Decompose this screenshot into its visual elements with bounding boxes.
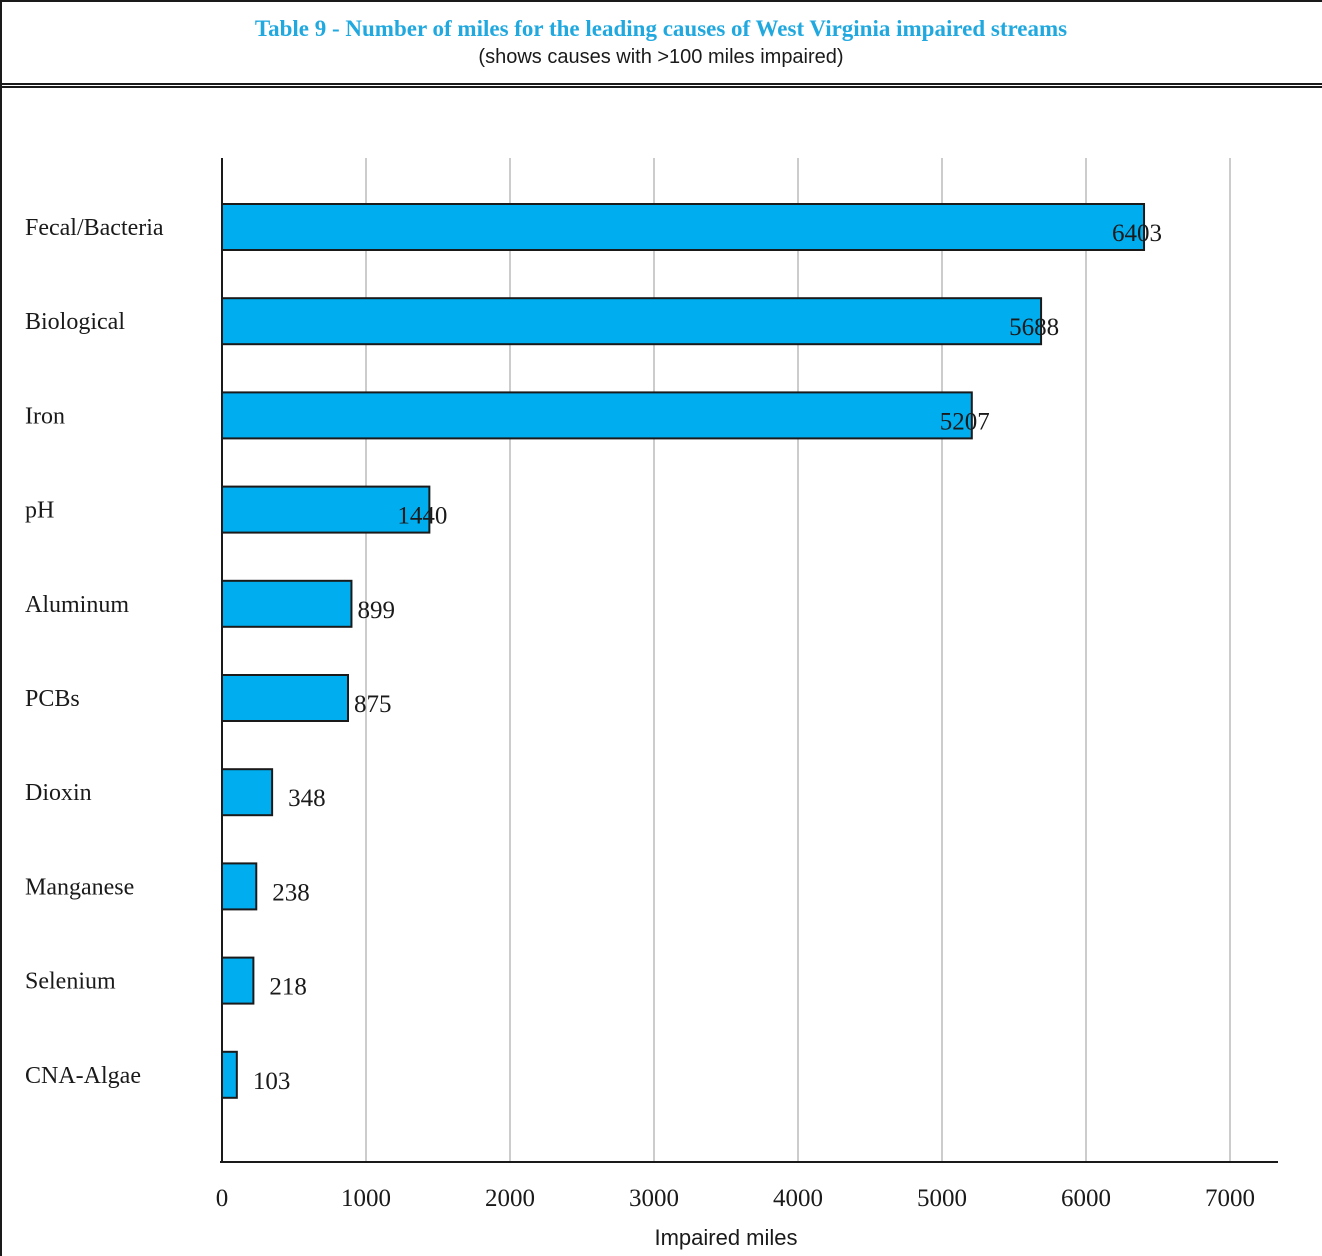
chart-header: Table 9 - Number of miles for the leadin… — [0, 0, 1322, 88]
category-label: Aluminum — [25, 592, 129, 618]
x-tick-label: 5000 — [917, 1185, 967, 1212]
x-tick-label: 3000 — [629, 1185, 679, 1212]
bar-dioxin — [221, 768, 274, 817]
chart-title: Table 9 - Number of miles for the leadin… — [254, 16, 1068, 41]
category-label: pH — [25, 498, 54, 524]
value-label: 348 — [288, 785, 326, 812]
value-label: 218 — [269, 974, 307, 1001]
bar-pcbs — [221, 674, 349, 722]
x-tick-labels: 0 1000 2000 3000 4000 5000 6000 7000 — [216, 1185, 1255, 1212]
chart-subtitle: (shows causes with >100 miles impaired) — [478, 46, 844, 68]
category-label: Fecal/Bacteria — [25, 215, 164, 241]
category-label: Iron — [25, 403, 65, 429]
x-tick-label: 6000 — [1061, 1185, 1111, 1212]
bar-iron — [221, 391, 973, 440]
value-label: 238 — [272, 879, 310, 906]
bar-aluminum — [221, 579, 353, 628]
bar-ph — [221, 485, 431, 534]
bar-cna-algae — [221, 1050, 238, 1099]
category-label: Biological — [25, 309, 125, 335]
x-tick-label: 4000 — [773, 1185, 823, 1212]
bar-selenium — [221, 956, 255, 1005]
value-label: 1440 — [397, 503, 447, 530]
value-label: 5207 — [940, 408, 990, 435]
value-label: 103 — [253, 1068, 291, 1095]
value-label: 899 — [357, 597, 395, 624]
category-label: Selenium — [25, 969, 116, 995]
category-labels: Fecal/Bacteria Biological Iron pH Aluminum PC… — [25, 215, 164, 1089]
bars — [221, 203, 1146, 1099]
category-label: CNA-Algae — [25, 1063, 141, 1089]
value-label: 5688 — [1009, 314, 1059, 341]
x-tick-label: 7000 — [1205, 1185, 1255, 1212]
bar-manganese — [221, 862, 258, 911]
x-axis-title: Impaired miles — [654, 1225, 797, 1250]
value-label: 875 — [354, 691, 392, 718]
bar-biological — [221, 297, 1043, 346]
x-tick-label: 2000 — [485, 1185, 535, 1212]
category-label: Manganese — [25, 874, 134, 900]
category-label: PCBs — [25, 686, 80, 712]
value-labels: 6403 5688 5207 1440 899 875 348 238 218 103 — [253, 220, 1162, 1095]
bar-fecal-bacteria — [221, 203, 1146, 251]
category-label: Dioxin — [25, 780, 92, 806]
x-tick-label: 0 — [216, 1185, 229, 1212]
value-label: 6403 — [1112, 220, 1162, 247]
axes — [220, 158, 1278, 1163]
x-tick-label: 1000 — [341, 1185, 391, 1212]
